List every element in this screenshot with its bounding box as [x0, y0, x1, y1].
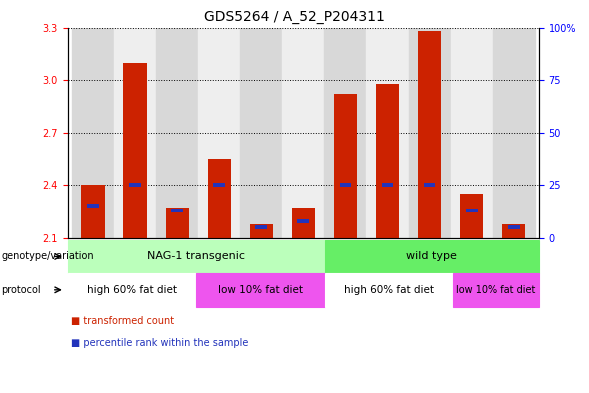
Bar — [282, 28, 325, 238]
Bar — [129, 183, 141, 187]
Bar — [114, 28, 156, 238]
Bar — [460, 194, 483, 238]
Bar — [325, 28, 366, 238]
Text: ■ percentile rank within the sample: ■ percentile rank within the sample — [71, 338, 248, 348]
Bar — [451, 28, 492, 238]
Bar — [166, 208, 188, 238]
Bar — [292, 208, 315, 238]
Text: GDS5264 / A_52_P204311: GDS5264 / A_52_P204311 — [204, 10, 385, 24]
Bar — [409, 28, 451, 238]
Bar — [502, 224, 525, 238]
Bar — [81, 185, 105, 238]
Bar — [256, 225, 267, 229]
Text: wild type: wild type — [406, 252, 457, 261]
Bar — [156, 28, 198, 238]
Bar — [466, 209, 478, 212]
Bar — [87, 204, 99, 208]
Bar — [366, 28, 409, 238]
Text: genotype/variation: genotype/variation — [1, 252, 94, 261]
Bar — [171, 209, 183, 212]
Bar — [376, 84, 399, 238]
Text: protocol: protocol — [1, 285, 41, 295]
Bar — [198, 28, 240, 238]
Bar — [207, 159, 231, 238]
Bar — [508, 225, 519, 229]
Bar — [124, 62, 147, 238]
Bar — [339, 183, 351, 187]
Bar — [418, 31, 441, 238]
Text: ■ transformed count: ■ transformed count — [71, 316, 174, 326]
Bar — [250, 224, 273, 238]
Text: low 10% fat diet: low 10% fat diet — [456, 285, 536, 295]
Text: high 60% fat diet: high 60% fat diet — [344, 285, 434, 295]
Bar — [423, 183, 435, 187]
Bar — [382, 183, 393, 187]
Bar — [213, 183, 225, 187]
Bar — [334, 94, 357, 238]
Bar — [492, 28, 535, 238]
Text: high 60% fat diet: high 60% fat diet — [87, 285, 177, 295]
Text: low 10% fat diet: low 10% fat diet — [218, 285, 303, 295]
Bar — [72, 28, 114, 238]
Bar — [297, 219, 309, 223]
Bar — [240, 28, 282, 238]
Text: NAG-1 transgenic: NAG-1 transgenic — [147, 252, 245, 261]
